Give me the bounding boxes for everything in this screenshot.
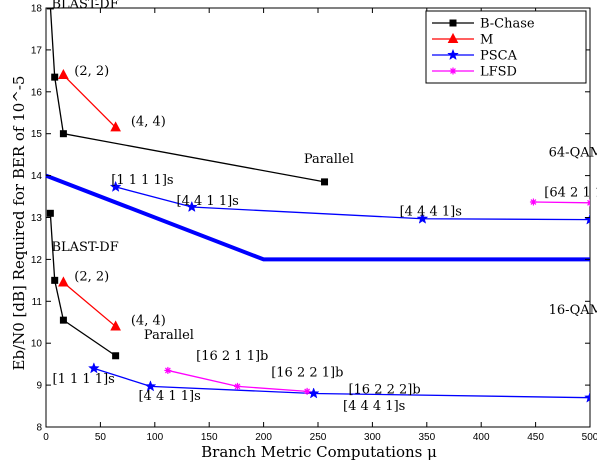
legend-marker — [447, 48, 459, 61]
data-point — [112, 352, 120, 360]
legend-label: LFSD — [480, 65, 517, 80]
legend-label: B-Chase — [480, 17, 535, 32]
data-point — [321, 178, 329, 186]
y-tick-label: 14 — [31, 171, 43, 182]
data-point — [58, 68, 69, 80]
x-tick-label: 0 — [43, 432, 49, 443]
legend-marker — [449, 67, 457, 75]
annotation: [1 1 1 1]s — [53, 372, 115, 387]
data-point — [233, 382, 241, 390]
series-b-chase-16-qam — [46, 209, 120, 360]
legend-label: M — [480, 33, 493, 48]
data-point — [59, 130, 67, 138]
series-lfsd-64-qam — [529, 198, 590, 207]
annotation: 64-QAM — [549, 146, 597, 161]
x-tick-label: 300 — [364, 432, 381, 443]
data-point — [110, 121, 121, 132]
annotation: [64 2 1 1]b — [544, 186, 597, 201]
series-m-16-qam — [58, 276, 121, 331]
x-tick-label: 100 — [146, 432, 163, 443]
annotation: (2, 2) — [74, 269, 109, 284]
legend-marker — [447, 32, 459, 43]
series-b-chase-64-qam — [46, 8, 329, 186]
data-point — [144, 380, 157, 392]
annotations: BLAST-DF(2, 2)(4, 4)Parallel 64-QAM[1 1 1… — [51, 0, 597, 414]
annotation: BLAST-DF — [51, 240, 118, 255]
y-axis-label: Eb/N0 [dB] Required for BER of 10^-5 — [10, 76, 28, 371]
x-tick-label: 150 — [201, 432, 218, 443]
annotation: Parallel — [304, 152, 354, 167]
series-line — [115, 186, 590, 221]
y-tick-label: 15 — [31, 129, 43, 140]
x-axis-label: Branch Metric Computations μ — [201, 443, 437, 461]
annotation: [16 2 2 1]b — [271, 366, 343, 381]
y-tick-label: 12 — [31, 255, 43, 266]
series-line — [49, 213, 116, 357]
annotation: [4 4 4 1]s — [343, 399, 405, 414]
x-tick-label: 250 — [310, 432, 327, 443]
y-tick-label: 10 — [31, 339, 43, 350]
data-point — [416, 212, 429, 224]
y-tick-label: 13 — [31, 213, 43, 224]
legend-label: PSCA — [480, 49, 518, 64]
annotation: [4 4 1 1]s — [177, 194, 239, 209]
annotation: [4 4 4 1]s — [400, 204, 462, 219]
data-point — [51, 73, 59, 81]
data-point — [87, 362, 100, 374]
y-tick-label: 11 — [32, 297, 43, 308]
x-tick-label: 350 — [418, 432, 435, 443]
series-line — [49, 8, 325, 183]
annotation: 16-QAM — [549, 303, 597, 318]
data-point — [584, 391, 590, 403]
annotation: [1 1 1 1]s — [111, 173, 173, 188]
legend-marker — [449, 19, 457, 27]
annotation: [16 2 2 2]b — [348, 382, 420, 397]
annotation: [4 4 1 1]s — [138, 389, 200, 404]
data-point — [51, 276, 59, 284]
data-point — [529, 198, 537, 206]
x-tick-label: 400 — [473, 432, 490, 443]
y-tick-label: 8 — [36, 423, 42, 434]
series-line — [62, 281, 117, 327]
annotation: (2, 2) — [74, 64, 109, 79]
bound-line — [45, 173, 590, 262]
y-tick-label: 9 — [36, 381, 42, 392]
x-tick-label: 450 — [527, 432, 544, 443]
legend-entry: M — [432, 33, 493, 48]
annotation: (4, 4) — [131, 313, 166, 328]
series-line — [62, 74, 117, 128]
x-tick-label: 200 — [255, 432, 272, 443]
annotation: (4, 4) — [131, 114, 166, 129]
data-point — [110, 320, 121, 331]
series-line — [93, 367, 590, 399]
y-tick-label: 16 — [31, 87, 43, 98]
data-point — [46, 209, 54, 217]
series-m-64-qam — [58, 68, 121, 132]
data-point — [58, 276, 69, 287]
y-tick-label: 18 — [31, 4, 43, 15]
series-psca-16-qam — [87, 362, 590, 403]
legend-entry: LFSD — [432, 65, 517, 80]
series-lfsd-16-qam — [164, 366, 311, 395]
x-tick-label: 50 — [95, 432, 107, 443]
data-point — [586, 199, 590, 207]
y-tick-label: 17 — [31, 45, 43, 56]
annotation: BLAST-DF — [51, 0, 118, 12]
legend-entry: B-Chase — [432, 17, 535, 32]
data-point — [164, 366, 172, 374]
legend-entry: PSCA — [432, 49, 518, 64]
data-point — [303, 387, 311, 395]
data-point — [109, 180, 122, 192]
x-tick-label: 500 — [582, 432, 597, 443]
series-line — [533, 201, 590, 204]
axis-ticks: 0 50 100 150 200 250 300 350 400 450 500 8 9 10 11 12 13… — [31, 4, 597, 444]
annotation: [16 2 1 1]b — [196, 349, 268, 364]
annotation: Parallel — [144, 328, 194, 343]
data-point — [185, 200, 198, 213]
data-point — [59, 316, 67, 324]
